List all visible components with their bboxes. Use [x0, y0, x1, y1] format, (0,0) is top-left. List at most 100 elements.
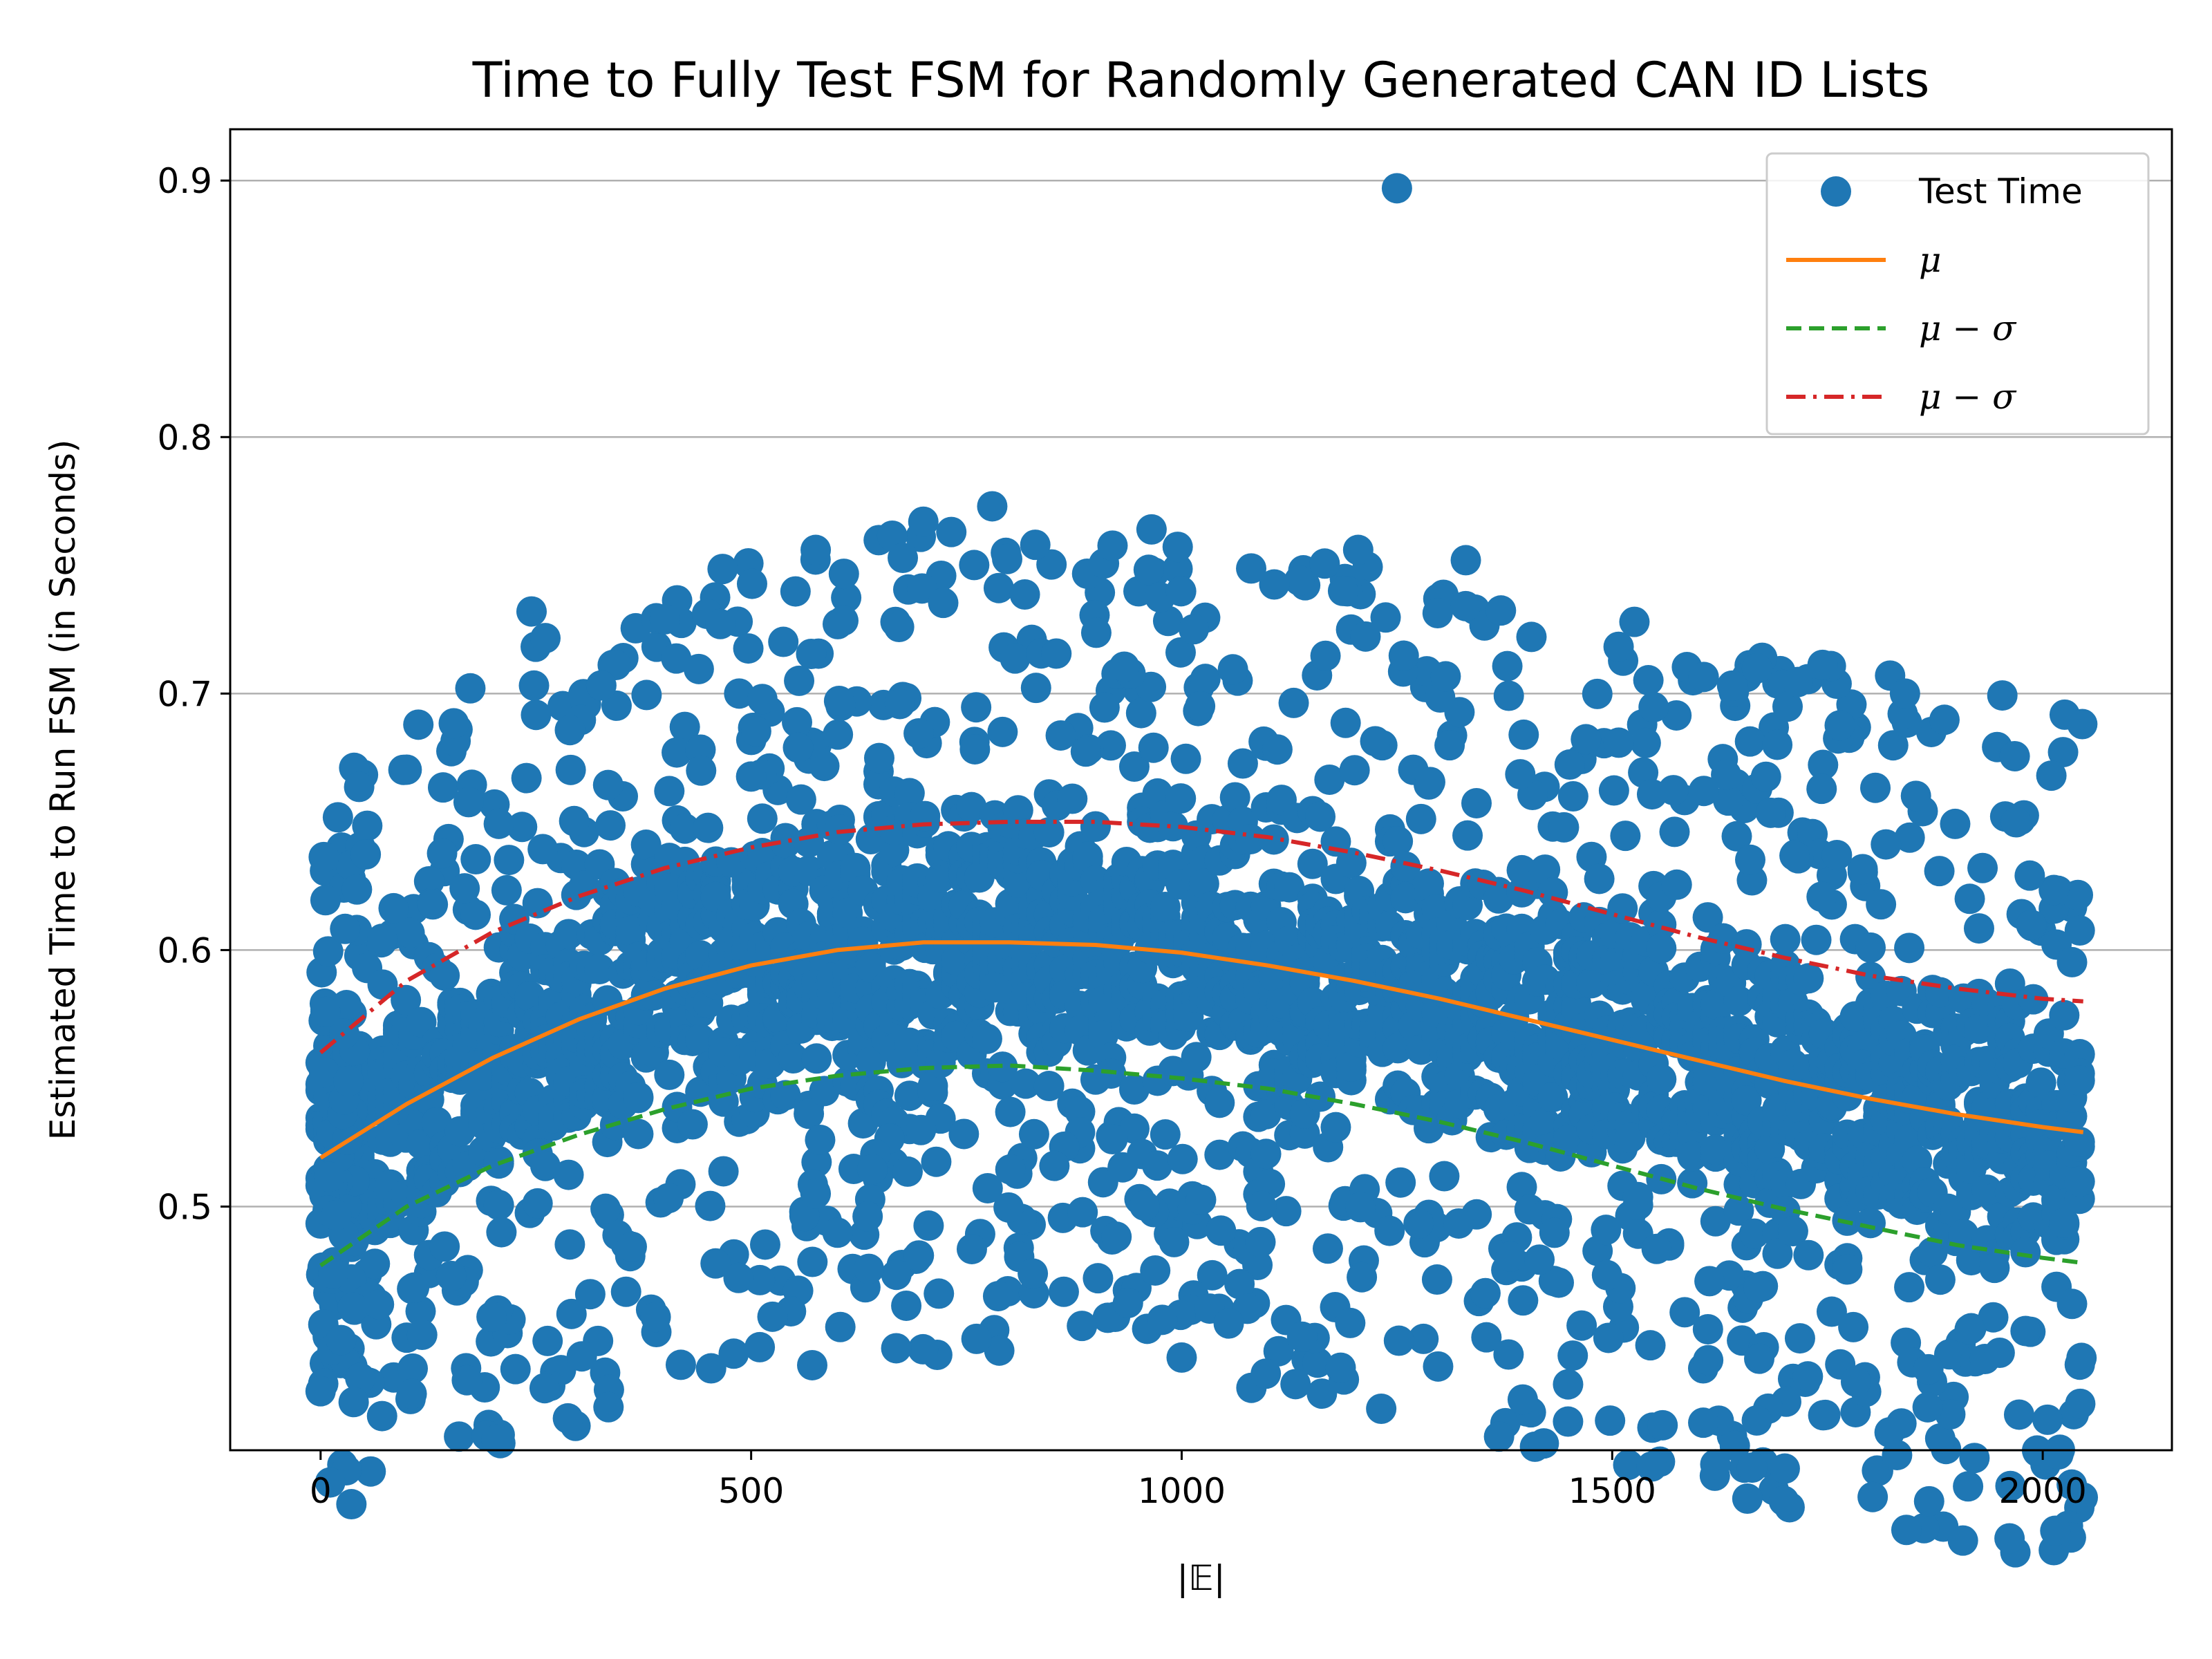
test-time-point — [1185, 1184, 1217, 1215]
test-time-point — [1204, 1087, 1235, 1118]
y-tick-label: 0.8 — [157, 418, 212, 458]
test-time-point — [312, 936, 344, 967]
test-time-point — [1197, 1259, 1228, 1291]
test-time-point — [1693, 1344, 1724, 1376]
test-time-point — [1258, 824, 1289, 855]
test-time-point — [1741, 653, 1772, 684]
test-time-point — [2018, 984, 2049, 1015]
test-time-point — [1636, 1451, 1667, 1482]
test-time-point — [1009, 579, 1040, 610]
legend-box — [1765, 152, 2150, 435]
test-time-point — [1860, 772, 1891, 803]
test-time-point — [1403, 1208, 1434, 1239]
test-time-point — [1755, 797, 1786, 828]
x-axis-label: |𝔼| — [1177, 1558, 1225, 1598]
test-time-point — [1838, 1311, 1869, 1342]
test-time-point — [481, 1424, 512, 1455]
legend-label: μ − σ — [1919, 308, 2017, 348]
test-time-point — [1677, 1168, 1708, 1199]
test-time-point — [1953, 1471, 1984, 1502]
test-time-point — [1734, 844, 1765, 875]
test-time-point — [1250, 1358, 1282, 1389]
test-time-point — [1723, 1195, 1754, 1226]
test-time-point — [1576, 968, 1607, 999]
test-time-point — [476, 1301, 507, 1332]
test-time-point — [1882, 1439, 1913, 1470]
test-time-point — [1808, 749, 1839, 780]
test-time-point — [1855, 932, 1886, 963]
test-time-point — [630, 830, 662, 861]
test-time-point — [1924, 1423, 1956, 1454]
test-time-point — [1495, 1241, 1526, 1272]
test-time-point — [421, 1107, 452, 1138]
test-time-point — [984, 1335, 1015, 1366]
test-time-point — [1434, 730, 1465, 761]
test-time-point — [2016, 910, 2047, 941]
test-time-point — [891, 1290, 922, 1321]
test-time-point — [521, 700, 552, 731]
test-time-point — [590, 1193, 621, 1224]
test-time-point — [1280, 1369, 1311, 1400]
test-time-point — [1979, 1253, 2010, 1284]
test-time-point — [1855, 1208, 1886, 1239]
test-time-point — [1978, 1302, 2009, 1333]
test-time-point — [1603, 631, 1634, 662]
x-tick-label: 0 — [310, 1471, 332, 1511]
test-time-point — [782, 732, 814, 763]
test-time-point — [1933, 1339, 1965, 1370]
test-time-point — [585, 670, 617, 701]
test-time-point — [2063, 879, 2094, 910]
test-time-point — [822, 1217, 853, 1248]
test-time-point — [1450, 590, 1481, 621]
test-time-point — [1806, 774, 1837, 805]
test-time-point — [1891, 1515, 1922, 1546]
test-time-point — [1769, 1453, 1800, 1484]
test-time-point — [747, 684, 778, 715]
test-time-point — [892, 1156, 923, 1187]
test-time-point — [695, 1190, 726, 1221]
test-time-point — [744, 1331, 776, 1362]
test-time-point — [529, 1150, 561, 1181]
test-time-point — [1190, 664, 1221, 695]
test-time-point — [1557, 781, 1588, 812]
test-time-point — [1067, 1197, 1098, 1228]
test-time-point — [553, 919, 584, 950]
test-time-point — [1263, 1335, 1294, 1367]
test-time-point — [977, 491, 1008, 522]
test-time-point — [341, 874, 373, 905]
test-time-point — [1967, 852, 1998, 883]
test-time-point — [2010, 1315, 2041, 1347]
test-time-point — [500, 1353, 531, 1385]
test-time-point — [1630, 727, 1661, 758]
test-time-point — [693, 812, 724, 843]
test-time-point — [406, 1319, 438, 1350]
test-time-point — [1360, 726, 1391, 757]
test-time-point — [782, 706, 813, 738]
test-time-point — [1877, 730, 1909, 761]
test-time-point — [305, 1376, 336, 1407]
test-time-point — [1894, 822, 1925, 853]
test-time-point — [516, 596, 547, 627]
test-time-point — [1227, 748, 1258, 779]
test-time-point — [888, 543, 919, 574]
test-time-point — [326, 1324, 357, 1356]
test-time-point — [511, 762, 542, 794]
test-time-point — [881, 1259, 912, 1291]
test-time-point — [2056, 1469, 2088, 1500]
test-time-point — [825, 1311, 856, 1342]
test-time-point — [1305, 801, 1336, 832]
test-time-point — [1217, 654, 1248, 685]
test-time-point — [427, 838, 458, 869]
test-time-point — [429, 960, 460, 991]
test-time-point — [1107, 1152, 1138, 1183]
test-time-point — [1591, 1215, 1622, 1246]
test-time-point — [881, 1333, 912, 1364]
test-time-point — [654, 1059, 685, 1090]
test-time-point — [718, 1338, 749, 1369]
test-time-point — [1430, 661, 1461, 692]
test-time-point — [2064, 915, 2095, 946]
test-time-point — [1383, 1325, 1414, 1356]
test-time-point — [1259, 569, 1290, 600]
test-time-point — [1700, 1449, 1731, 1480]
